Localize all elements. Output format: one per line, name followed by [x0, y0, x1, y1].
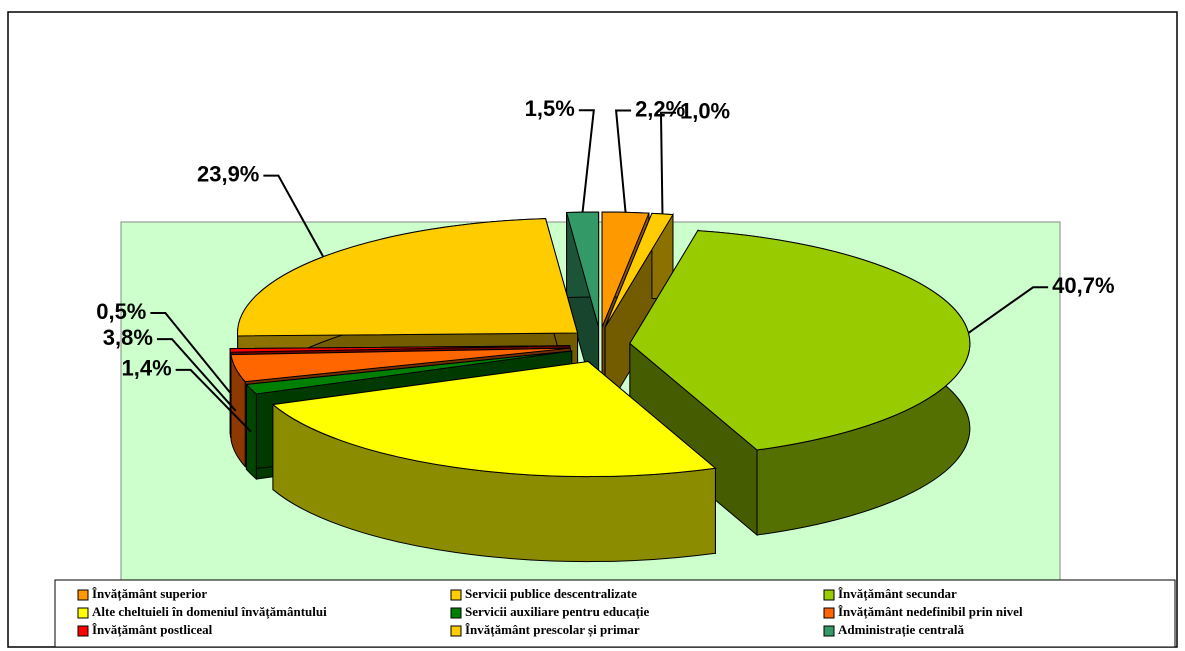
legend-swatch [450, 625, 462, 637]
legend-label: Servicii publice descentralizate [465, 586, 637, 601]
legend-swatch [450, 589, 462, 601]
legend-label: Învățământ secundar [838, 586, 957, 602]
leader-line [578, 109, 595, 213]
legend-label: Servicii auxiliare pentru educație [465, 604, 649, 620]
data-label: 1,0% [680, 99, 730, 124]
data-label: 0,5% [96, 299, 146, 324]
legend-swatch [77, 625, 89, 637]
legend-label: Alte cheltuieli în domeniul învățământul… [92, 604, 327, 620]
legend-swatch [823, 607, 835, 619]
legend-label: Învățământ nedefinibil prin nivel [838, 604, 1023, 620]
legend-box [54, 579, 1176, 648]
legend-swatch [823, 625, 835, 637]
legend-label: Învățământ postliceal [92, 622, 213, 638]
leader-line [659, 111, 676, 214]
pie [229, 211, 971, 563]
legend-label: Învățământ prescolar și primar [465, 622, 640, 638]
legend-swatch [450, 607, 462, 619]
slice [230, 347, 571, 383]
data-label: 3,8% [103, 325, 153, 350]
labels: 2,2%1,0%40,7%1,4%3,8%0,5%23,9%1,5% [96, 96, 1115, 433]
leader-line [614, 109, 632, 213]
slice [229, 345, 571, 353]
leader-line [263, 174, 325, 258]
data-label: 1,4% [121, 356, 171, 381]
slice [601, 211, 650, 328]
leader-line [967, 286, 1049, 334]
data-label: 1,5% [525, 96, 575, 121]
slice [245, 350, 572, 395]
legend-swatch [823, 589, 835, 601]
data-label: 40,7% [1052, 273, 1114, 298]
legend: Învățământ superior Servicii publice desc… [77, 586, 1023, 638]
data-label: 23,9% [197, 161, 259, 186]
slice-wall [245, 383, 257, 481]
leader-line [175, 368, 252, 433]
leader-line [150, 311, 232, 394]
leader-line [156, 338, 237, 412]
legend-swatch [77, 607, 89, 619]
legend-label: Învățământ superior [92, 586, 207, 602]
slice [271, 361, 717, 478]
legend-swatch [77, 589, 89, 601]
slice [629, 230, 971, 451]
legend-label: Administrație centrală [838, 622, 965, 638]
